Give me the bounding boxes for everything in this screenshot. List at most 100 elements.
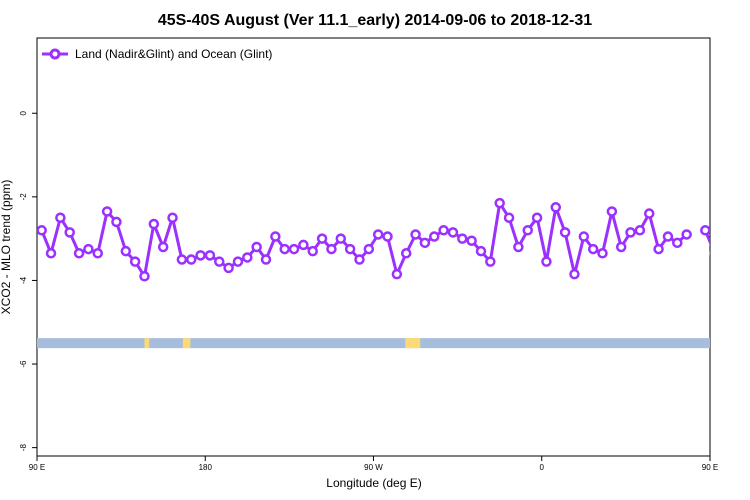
data-point (111, 216, 122, 228)
map-strip (37, 338, 710, 349)
y-tick-label: 0 (19, 110, 28, 115)
data-point (307, 245, 318, 257)
data-point (625, 227, 636, 238)
data-point (391, 268, 403, 280)
data-point (223, 262, 234, 274)
data-point (550, 202, 562, 213)
data-point (578, 231, 590, 242)
data-point (429, 231, 440, 242)
data-point (232, 256, 244, 267)
data-point (475, 245, 487, 257)
data-point (720, 214, 728, 222)
data-point (513, 241, 524, 253)
data-point (204, 250, 216, 261)
data-point (419, 237, 431, 249)
legend: Land (Nadir&Glint) and Ocean (Glint) (42, 47, 272, 61)
data-point (279, 243, 290, 255)
data-point (672, 237, 683, 249)
data-point (643, 208, 655, 219)
data-point (438, 225, 449, 236)
series-line (703, 229, 710, 246)
y-tick-label: -6 (19, 360, 28, 368)
data-point (55, 212, 66, 223)
data-point (466, 235, 477, 246)
data-point (531, 212, 543, 223)
data-point (251, 241, 262, 253)
series-line (40, 201, 688, 278)
data-point (662, 231, 674, 242)
x-tick-label: 90 W (364, 463, 383, 472)
data-point (615, 241, 627, 253)
x-tick-label: 90 E (29, 463, 45, 472)
data-point (195, 250, 206, 261)
map-strip-land (182, 338, 191, 349)
data-point (167, 212, 178, 223)
data-point (214, 256, 225, 267)
data-point (729, 228, 737, 236)
data-point (382, 231, 393, 242)
data-point (176, 254, 188, 265)
data-point (569, 268, 580, 280)
data-point (92, 248, 104, 259)
data-point (739, 249, 747, 257)
data-point (73, 248, 85, 259)
x-tick-label: 90 E (702, 463, 718, 472)
data-point (270, 231, 281, 242)
data-point (242, 252, 253, 263)
data-point (559, 227, 571, 238)
data-point (139, 271, 150, 282)
y-tick-label: -4 (19, 276, 28, 284)
data-point (494, 197, 505, 209)
data-point (634, 225, 646, 236)
data-point (606, 206, 618, 217)
data-point (541, 256, 552, 267)
data-point (709, 250, 710, 256)
legend-label: Land (Nadir&Glint) and Ocean (Glint) (75, 47, 272, 61)
data-point (400, 248, 412, 259)
x-tick-label: 0 (540, 463, 545, 472)
data-point (503, 212, 515, 223)
x-axis-label: Longitude (deg E) (326, 476, 421, 490)
data-point (101, 206, 113, 217)
data-point (597, 248, 608, 259)
series-layer (37, 197, 747, 282)
chart-title: 45S-40S August (Ver 11.1_early) 2014-09-… (158, 12, 592, 29)
data-point (344, 243, 356, 255)
data-point (120, 245, 132, 257)
y-axis-label: XCO2 - MLO trend (ppm) (0, 180, 13, 315)
data-point (316, 233, 328, 244)
x-axis: 90 E 180 90 W 0 90 E (29, 456, 718, 472)
legend-marker (49, 48, 61, 60)
data-point (157, 241, 169, 253)
map-strip-land (144, 338, 150, 349)
data-point (148, 218, 160, 230)
data-point (363, 243, 375, 255)
data-point (587, 243, 599, 255)
data-point (335, 233, 347, 244)
series-clip-group (37, 197, 747, 282)
data-point (522, 225, 533, 236)
data-point (354, 254, 365, 265)
map-strip-ocean (37, 338, 710, 349)
data-point (298, 239, 309, 251)
data-point (485, 256, 496, 267)
data-point (64, 227, 75, 238)
map-strip-land (405, 338, 421, 349)
data-point (447, 227, 459, 238)
y-tick-label: -8 (19, 444, 28, 452)
y-axis: 0 -2 -4 -6 -8 (19, 110, 37, 451)
data-point (260, 254, 272, 265)
y-tick-label: -2 (19, 193, 28, 201)
data-point (45, 248, 57, 259)
data-point (326, 243, 337, 255)
data-point (288, 243, 300, 255)
data-point (83, 243, 94, 255)
data-point (410, 229, 421, 240)
data-point (185, 254, 197, 265)
data-point (129, 256, 141, 267)
data-point (37, 225, 47, 236)
data-point (653, 243, 664, 255)
data-point (372, 229, 384, 240)
data-point (681, 229, 692, 240)
